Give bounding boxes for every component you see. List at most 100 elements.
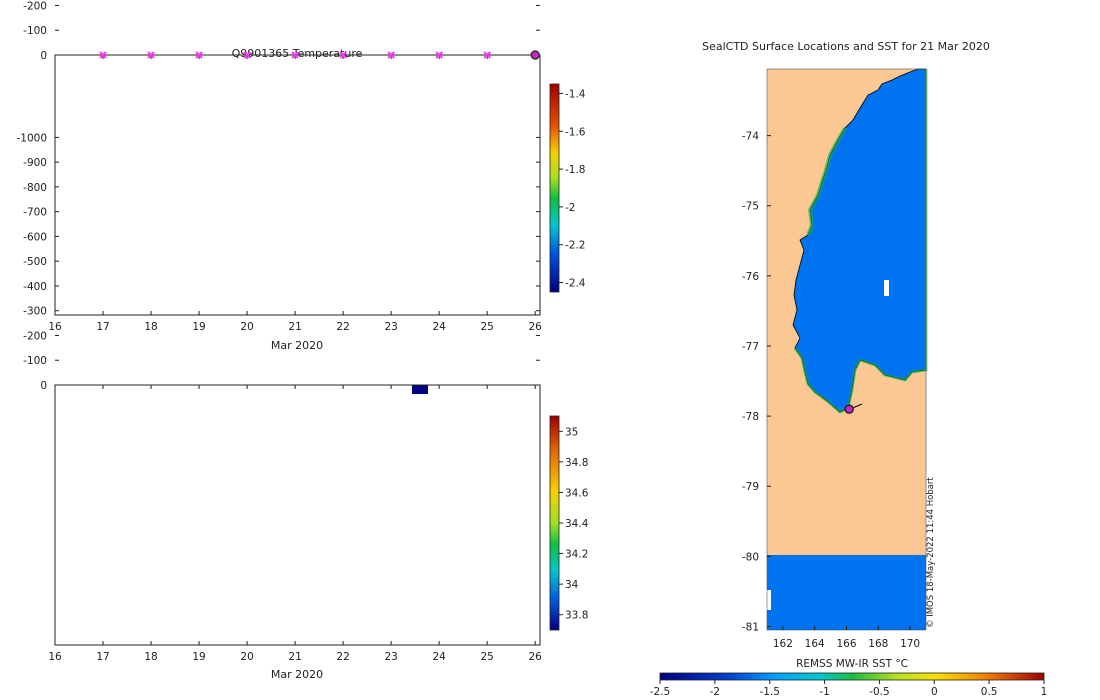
salinity-xtick-label: 24	[432, 651, 446, 663]
salinity-cb-label: 34.8	[565, 457, 588, 469]
salinity-cb-label: 33.8	[565, 610, 588, 622]
map-lat-label: -81	[742, 621, 759, 633]
salinity-xtick-label: 17	[96, 651, 109, 663]
salinity-xtick-label: 19	[192, 651, 205, 663]
map-gap	[767, 590, 771, 610]
map-lon-label: 168	[868, 638, 888, 650]
sst-cb-label: 0.5	[981, 686, 998, 698]
salinity-cb-label: 34.2	[565, 549, 588, 561]
sst-cb-label: -0.5	[869, 686, 890, 698]
temperature-cb-label: -2.2	[565, 240, 586, 252]
salinity-ytick-label: -800	[23, 182, 47, 194]
salinity-ytick-label: -600	[23, 231, 47, 243]
salinity-xtick-label: 22	[336, 651, 349, 663]
salinity-xtick-label: 18	[144, 651, 157, 663]
temperature-xtick-label: 17	[96, 321, 109, 333]
salinity-ytick-label: -500	[23, 256, 47, 268]
temperature-ytick-label: -100	[23, 25, 47, 37]
temperature-xtick-label: 26	[529, 321, 543, 333]
salinity-ytick-label: -200	[23, 330, 47, 342]
temperature-colorbar	[549, 83, 560, 293]
surface-marker	[435, 51, 443, 59]
temperature-ytick-label: 0	[40, 50, 47, 62]
temperature-cb-label: -2.4	[565, 278, 586, 290]
surface-marker	[243, 51, 251, 59]
map-lat-label: -76	[742, 271, 759, 283]
salinity-ytick-label: -900	[23, 157, 47, 169]
salinity-ytick-label: -1000	[16, 132, 47, 144]
salinity-panel: 16 17 18 19 20 21 22 23 24 25 26 0 -100 -200 -300 -400…	[16, 132, 588, 681]
surface-marker	[147, 51, 155, 59]
surface-marker	[291, 51, 299, 59]
salinity-xtick-label: 23	[384, 651, 397, 663]
map-lat-label: -79	[742, 481, 759, 493]
salinity-cb-label: 35	[565, 426, 578, 438]
salinity-ytick-label: -100	[23, 355, 47, 367]
salinity-cb-label: 34.4	[565, 518, 589, 530]
temperature-cb-label: -2	[565, 202, 575, 214]
temperature-panel: Q9901365 Temperature 16 17 18 19 20 21 22 23 24 2…	[23, 0, 586, 352]
surface-marker	[195, 51, 203, 59]
current-location-marker	[844, 404, 854, 414]
salinity-xtick-label: 26	[529, 651, 543, 663]
map-title: SealCTD Surface Locations and SST for 21…	[702, 40, 990, 53]
fresh-surface-patch	[412, 385, 428, 394]
current-profile-marker	[530, 50, 540, 60]
map-ticks: 162 164 166 168 170 -74 -75 -76 -77 -78 -79 -80 -81	[742, 131, 920, 650]
temperature-xtick-label: 16	[48, 321, 62, 333]
map-white-patch	[884, 280, 889, 296]
temperature-xtick-label: 22	[336, 321, 349, 333]
salinity-ytick-label: 0	[40, 380, 47, 392]
salinity-colorbar-ticks: 35 34.8 34.6 34.4 34.2 34 33.8	[559, 426, 589, 622]
coastal-ice-fringe	[793, 69, 928, 414]
map-lon-label: 170	[900, 638, 920, 650]
salinity-ytick-label: -300	[23, 306, 47, 318]
temperature-xtick-label: 25	[480, 321, 493, 333]
salinity-xtick-label: 21	[288, 651, 301, 663]
temperature-cb-label: -1.8	[565, 164, 586, 176]
salinity-ytick-label: -400	[23, 281, 47, 293]
salinity-colorbar	[549, 415, 560, 631]
map-panel: SealCTD Surface Locations and SST for 21…	[650, 40, 1048, 698]
salinity-xtick-label: 16	[48, 651, 62, 663]
temperature-xlabel: Mar 2020	[271, 339, 323, 352]
salinity-xlabel: Mar 2020	[271, 668, 323, 681]
temperature-x-ticks: 16 17 18 19 20 21 22 23 24 25 26	[48, 55, 542, 333]
southern-ocean-band	[767, 555, 926, 630]
map-lat-label: -78	[742, 411, 759, 423]
salinity-x-ticks: 16 17 18 19 20 21 22 23 24 25 26	[48, 385, 542, 663]
salinity-axes-box	[54, 384, 541, 646]
sst-colorbar-label: REMSS MW-IR SST °C	[796, 658, 908, 670]
temperature-cb-label: -1.6	[565, 126, 586, 138]
temperature-xtick-label: 23	[384, 321, 397, 333]
surface-marker	[99, 51, 107, 59]
temperature-xtick-label: 24	[432, 321, 446, 333]
salinity-xtick-label: 20	[240, 651, 253, 663]
map-lon-label: 164	[805, 638, 825, 650]
map-lon-label: 166	[836, 638, 856, 650]
salinity-cb-label: 34.6	[565, 487, 589, 499]
credit-text: © IMOS 18-May-2022 11:44 Hobart	[926, 477, 936, 628]
sst-cb-label: 0	[931, 686, 938, 698]
sst-cb-label: -2.5	[650, 686, 671, 698]
surface-marker	[339, 51, 347, 59]
sst-colorbar-ticks: -2.5 -2 -1.5 -1 -0.5 0 0.5 1	[650, 680, 1048, 698]
temperature-xtick-label: 21	[288, 321, 301, 333]
sst-cb-label: -1.5	[759, 686, 780, 698]
temperature-y-ticks: 0-100-200-300-400-500-600-700-800-900-10…	[23, 0, 540, 62]
temperature-colorbar-ticks: -1.4 -1.6 -1.8 -2 -2.2 -2.4	[559, 88, 586, 290]
temperature-ytick-label: -200	[23, 0, 47, 12]
temperature-axes-box	[54, 54, 541, 316]
surface-markers	[99, 51, 491, 59]
salinity-cb-label: 34	[565, 579, 579, 591]
map-lon-label: 162	[773, 638, 793, 650]
temperature-xtick-label: 19	[192, 321, 205, 333]
salinity-y-ticks: 0 -100 -200 -300 -400 -500 -600 -700 -800 -900 -10…	[16, 132, 540, 392]
salinity-xtick-label: 25	[480, 651, 493, 663]
surface-marker	[483, 51, 491, 59]
temperature-xtick-label: 20	[240, 321, 253, 333]
map-lat-label: -80	[742, 551, 759, 563]
temperature-xtick-label: 18	[144, 321, 157, 333]
sst-cb-label: 1	[1041, 686, 1048, 698]
